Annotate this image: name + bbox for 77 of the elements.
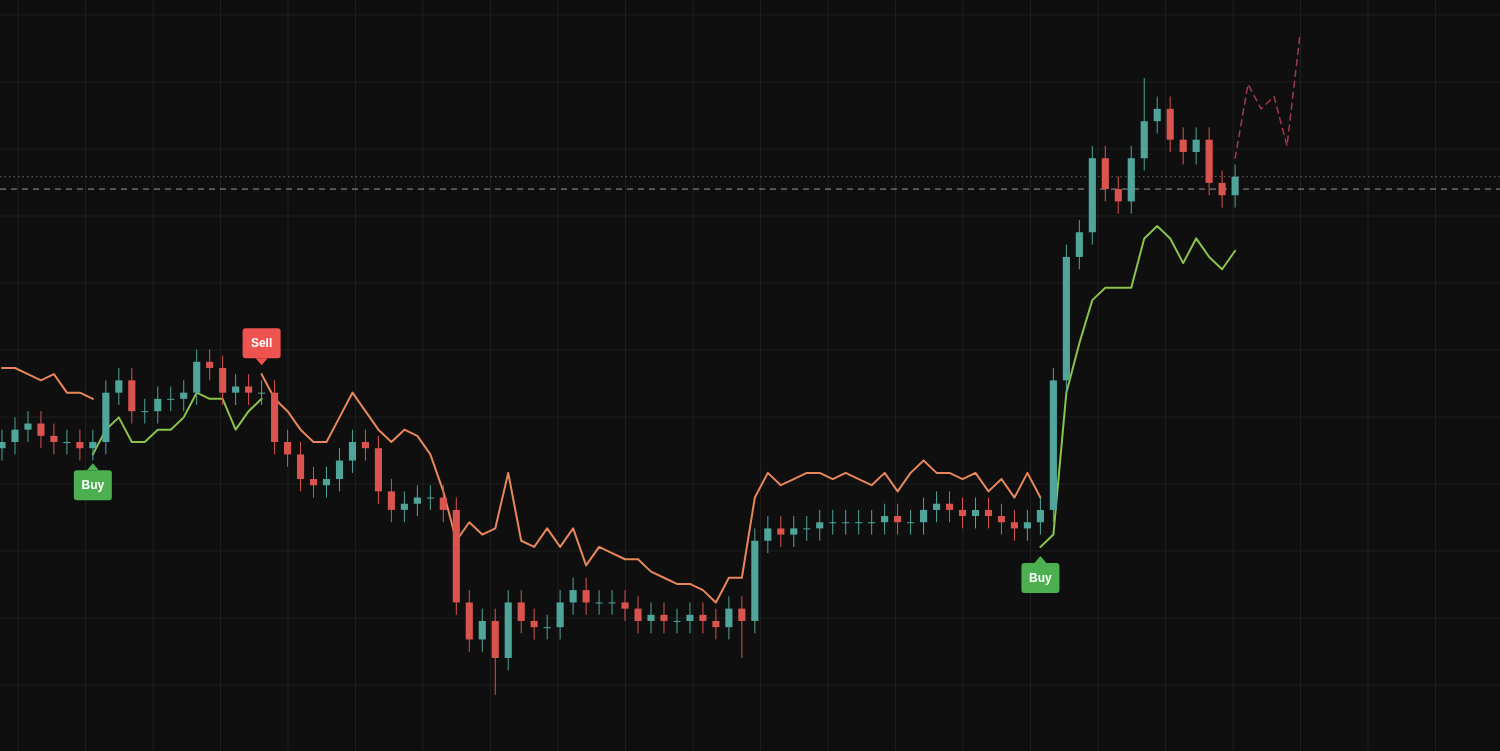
candlestick	[24, 410, 32, 443]
candlestick	[141, 398, 149, 425]
candlestick	[50, 423, 58, 455]
candlestick	[764, 515, 772, 554]
candlestick	[842, 509, 850, 536]
candlestick	[932, 490, 941, 523]
candlestick	[63, 429, 71, 455]
candlestick	[206, 348, 214, 381]
candlestick	[686, 601, 694, 634]
candlestick	[984, 497, 993, 529]
candlestick	[283, 429, 292, 468]
candlestick	[920, 497, 928, 536]
candlestick	[621, 589, 629, 622]
candlestick	[180, 379, 188, 412]
candlestick	[1023, 509, 1031, 542]
candlestick	[829, 509, 837, 536]
candlestick	[868, 509, 876, 536]
candlestick	[115, 367, 123, 406]
candlestick	[673, 608, 681, 634]
candlestick	[167, 386, 175, 412]
annotation: Sell	[250, 336, 273, 351]
candlestick	[712, 608, 720, 640]
candlestick	[777, 515, 785, 548]
candlestick	[647, 601, 655, 634]
candlestick	[154, 386, 162, 425]
candlestick	[634, 595, 642, 634]
candlestick	[1179, 126, 1187, 165]
candlestick	[348, 429, 357, 474]
candlestick	[958, 497, 967, 529]
candlestick	[361, 429, 370, 462]
candlestick	[322, 466, 331, 499]
candlestick	[1231, 163, 1239, 209]
candlestick	[89, 429, 97, 462]
candlestick	[595, 589, 603, 616]
candlestick	[76, 429, 84, 462]
candlestick	[1153, 96, 1161, 135]
candlestick	[997, 503, 1006, 536]
candlestick	[945, 490, 954, 523]
candlestick	[855, 509, 863, 536]
candlestick	[971, 497, 980, 529]
candlestick	[1218, 170, 1226, 209]
candlestick	[660, 601, 668, 634]
candlestick	[569, 577, 577, 616]
candlestick	[803, 515, 811, 542]
candlestick	[400, 490, 408, 523]
candlestick	[894, 503, 902, 536]
candlestick	[907, 509, 915, 536]
candlestick	[1036, 497, 1044, 536]
candlestick	[543, 614, 551, 640]
candlestick	[426, 484, 434, 511]
candlestick	[738, 595, 746, 659]
candlestick	[245, 373, 253, 406]
candlestick	[881, 503, 889, 536]
candlestick	[309, 466, 318, 499]
candlestick	[1192, 126, 1200, 165]
candlestick	[413, 484, 421, 517]
candlestick	[816, 509, 824, 542]
candlestick	[1010, 509, 1019, 542]
candlestick	[11, 416, 19, 455]
candlestick	[517, 589, 525, 634]
candlestick	[0, 429, 6, 462]
candlestick	[530, 608, 538, 640]
candlestick	[790, 515, 798, 548]
candlestick	[582, 577, 590, 616]
candlestick	[439, 484, 447, 523]
candlestick	[725, 595, 733, 640]
candlestick	[699, 601, 707, 634]
candlestick	[1114, 176, 1122, 215]
annotation: Buy	[1029, 570, 1053, 585]
annotation: Buy	[81, 478, 105, 493]
candlestick	[335, 447, 344, 492]
candlestick	[37, 410, 45, 449]
candlestick	[608, 589, 616, 616]
candlestick	[387, 478, 395, 523]
candlestick	[478, 608, 486, 653]
candlestick	[258, 379, 266, 406]
candlestick	[232, 373, 240, 406]
